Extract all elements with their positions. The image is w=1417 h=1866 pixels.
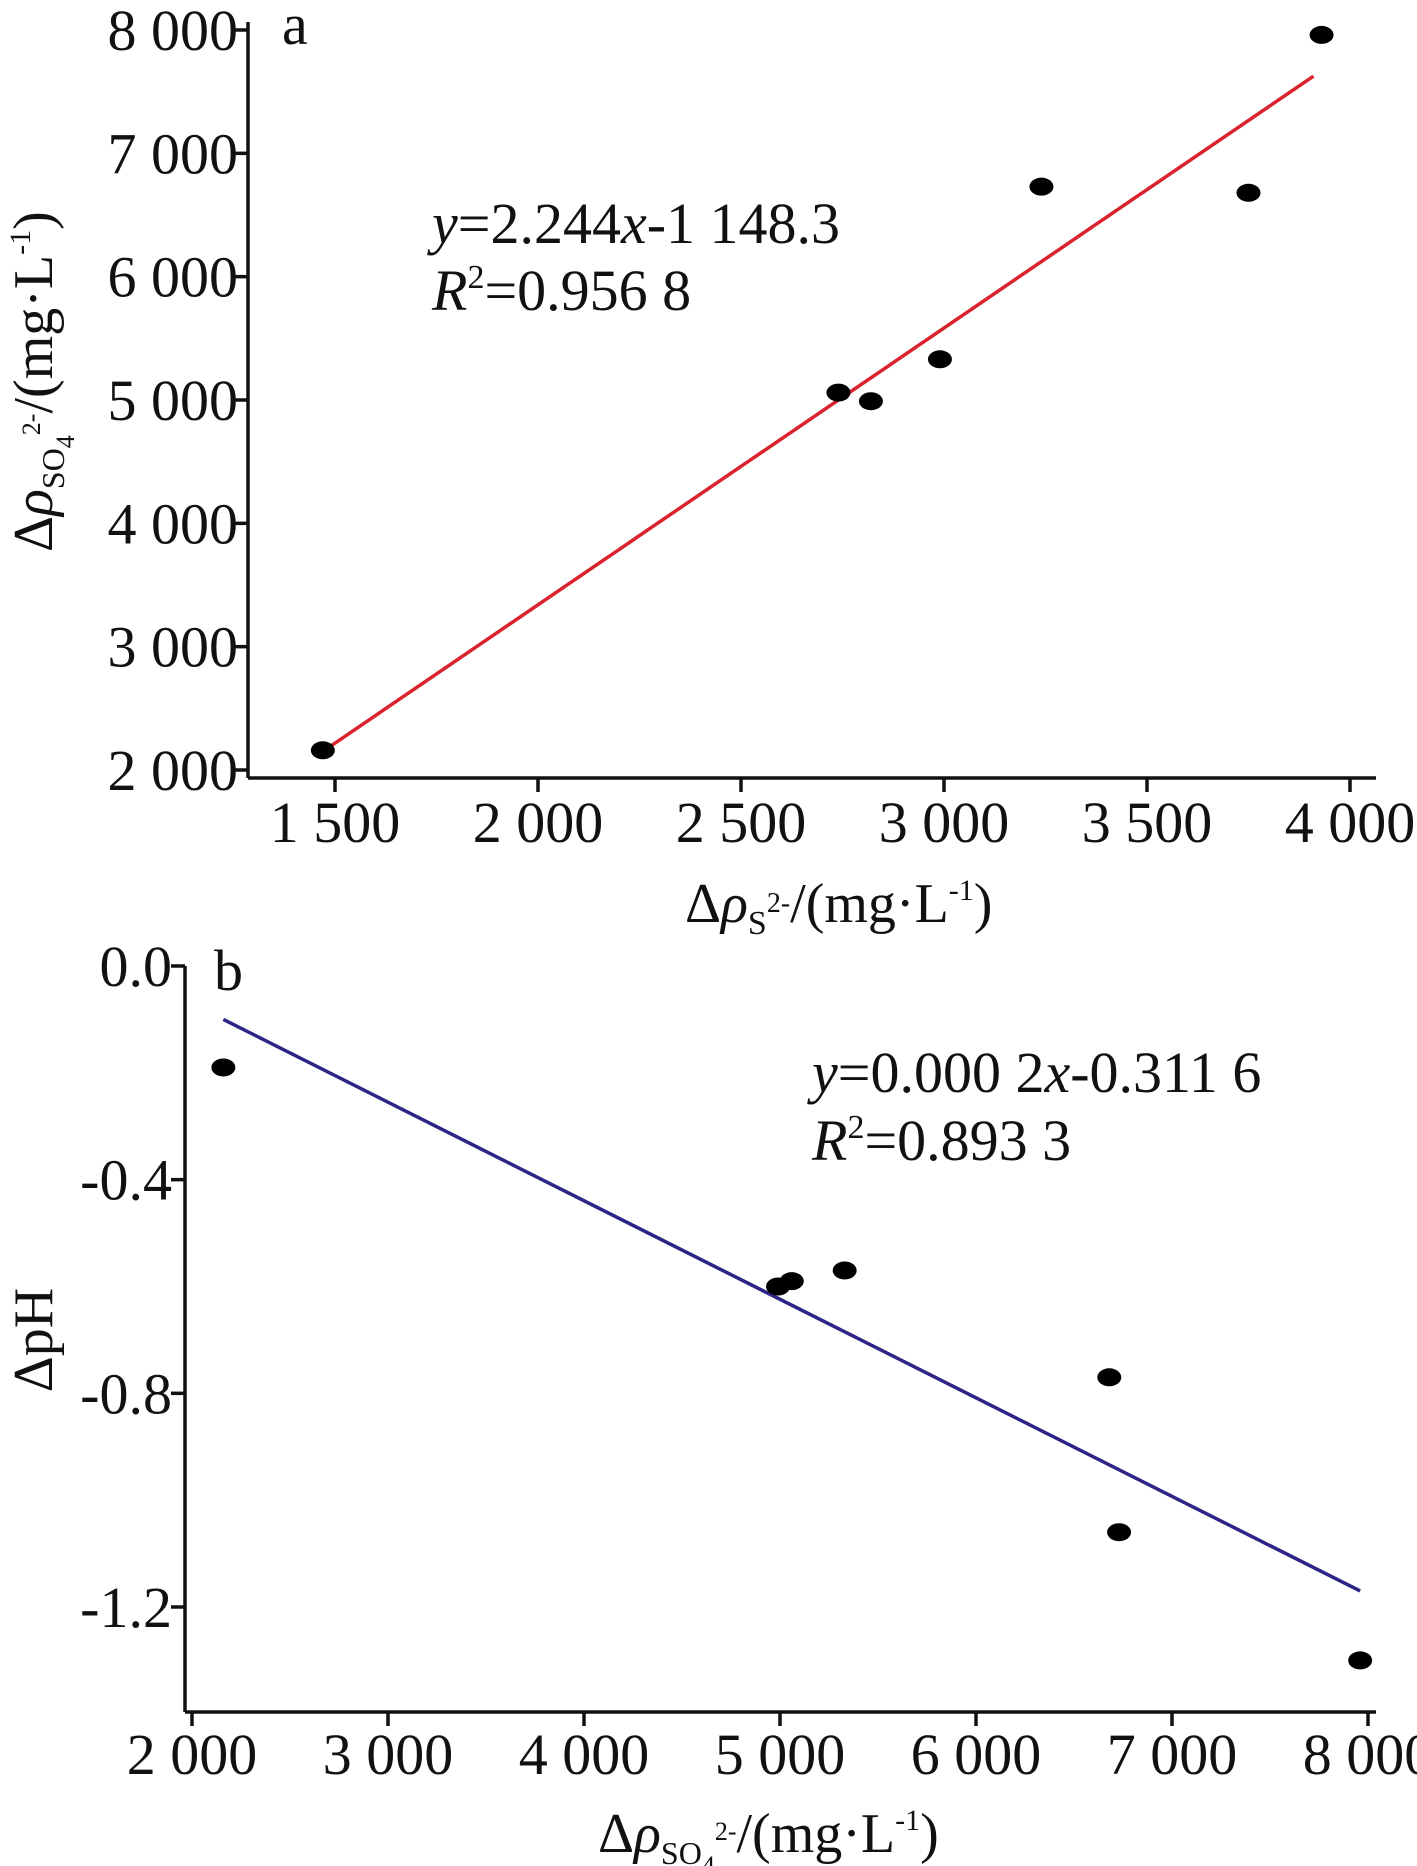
panel-b-eq-y: y (807, 1040, 838, 1105)
panel-a-data-point (1309, 25, 1334, 44)
panel-a-eq-part2: -1 148.3 (647, 191, 840, 256)
panel-a-x-tick-label: 4 000 (1285, 790, 1416, 855)
panel-b-label: b (214, 938, 243, 1003)
panel-a-y-ticks: 2 000 3 000 4 000 5 000 6 000 7 000 8 000 (108, 0, 248, 803)
panel-b-eq-part1: =0.000 2 (838, 1040, 1045, 1105)
panel-a-r2-value: =0.956 8 (484, 258, 691, 323)
panel-a-x-tick-label: 2 500 (676, 790, 807, 855)
panel-a-x-tick-label: 2 000 (473, 790, 604, 855)
panel-a-y-tick-label: 6 000 (108, 245, 239, 310)
panel-b-x-tick-label: 4 000 (519, 1722, 650, 1787)
panel-b-eq-x: x (1043, 1040, 1070, 1105)
panel-a-data-point (858, 392, 883, 411)
panel-a-y-tick-label: 4 000 (108, 491, 239, 556)
panel-a-r2: R2=0.956 8 (431, 258, 691, 323)
panel-b-r2-value: =0.893 3 (864, 1108, 1071, 1173)
panel-b-y-axis-label: ΔpH (3, 1288, 65, 1392)
panel-a-x-ticks: 1 500 2 000 2 500 3 000 3 500 4 000 (270, 778, 1416, 855)
panel-a-x-tick-label: 3 000 (879, 790, 1010, 855)
panel-a-points (310, 25, 1334, 760)
panel-b-x-axis-label: ΔρSO42-/(mg·L-1) (598, 1803, 939, 1866)
panel-b-y-ticks: 0.0 -0.4 -0.8 -1.2 (80, 934, 185, 1640)
panel-b-data-point (832, 1261, 857, 1280)
panel-b-x-tick-label: 5 000 (715, 1722, 846, 1787)
panel-a-eq-part1: =2.244 (458, 191, 621, 256)
panel-a-r2-r: R (431, 258, 467, 323)
panel-b-x-tick-label: 8 000 (1303, 1722, 1417, 1787)
panel-b-x-ticks: 2 000 3 000 4 000 5 000 6 000 7 000 8 000 (127, 1712, 1417, 1787)
panel-a-label: a (282, 0, 308, 57)
panel-a-y-tick-label: 8 000 (108, 0, 239, 63)
panel-a-x-tick-label: 3 500 (1082, 790, 1213, 855)
panel-a-y-tick-label: 2 000 (108, 738, 239, 803)
panel-a-data-point (826, 383, 851, 402)
panel-b-x-tick-label: 2 000 (127, 1722, 258, 1787)
panel-a-y-tick-label: 5 000 (108, 368, 239, 433)
panel-b-y-tick-label: -0.8 (80, 1361, 172, 1426)
panel-a-r2-sup: 2 (467, 259, 484, 296)
panel-b-x-tick-label: 3 000 (323, 1722, 454, 1787)
panel-a-y-tick-label: 3 000 (108, 615, 239, 680)
panel-b-y-tick-label: 0.0 (100, 934, 173, 999)
panel-b-equation: y=0.000 2x-0.311 6 (807, 1040, 1261, 1105)
panel-b-points (211, 1058, 1373, 1670)
panel-b: 0.0 -0.4 -0.8 -1.2 2 000 3 000 4 000 5 000 6 00… (3, 934, 1417, 1866)
panel-b-data-point (1097, 1368, 1122, 1387)
panel-a-x-axis-label: ΔρS2-/(mg·L-1) (685, 873, 992, 942)
panel-b-fit-line (222, 1017, 1361, 1593)
panel-b-y-tick-label: -1.2 (80, 1575, 172, 1640)
panel-b-x-tick-label: 6 000 (911, 1722, 1042, 1787)
panel-a-eq-y: y (427, 191, 458, 256)
panel-b-x-tick-label: 7 000 (1107, 1722, 1238, 1787)
panel-b-r2: R2=0.893 3 (811, 1108, 1071, 1173)
panel-b-r2-sup: 2 (847, 1109, 864, 1146)
panel-b-data-point (1107, 1523, 1132, 1542)
panel-a-fit-line (325, 74, 1315, 751)
panel-b-data-point (1348, 1651, 1373, 1670)
panel-b-data-point (211, 1058, 236, 1077)
panel-a-data-point (1236, 183, 1261, 202)
panel-a-data-point (310, 741, 335, 760)
panel-b-r2-r: R (811, 1108, 847, 1173)
panel-b-data-point (779, 1272, 804, 1291)
panel-a-y-tick-label: 7 000 (108, 121, 239, 186)
panel-a-y-axis-label: ΔρSO42-/(mg·L-1) (3, 211, 80, 552)
panel-a-eq-x: x (620, 191, 647, 256)
panel-a: 2 000 3 000 4 000 5 000 6 000 7 000 8 000 1 50… (3, 0, 1415, 942)
panel-b-eq-part2: -0.311 6 (1070, 1040, 1261, 1105)
panel-a-x-tick-label: 1 500 (270, 790, 401, 855)
panel-a-equation: y=2.244x-1 148.3 (427, 191, 840, 256)
panel-a-data-point (1029, 177, 1054, 196)
panel-a-data-point (927, 350, 952, 369)
panel-b-y-tick-label: -0.4 (80, 1148, 172, 1213)
